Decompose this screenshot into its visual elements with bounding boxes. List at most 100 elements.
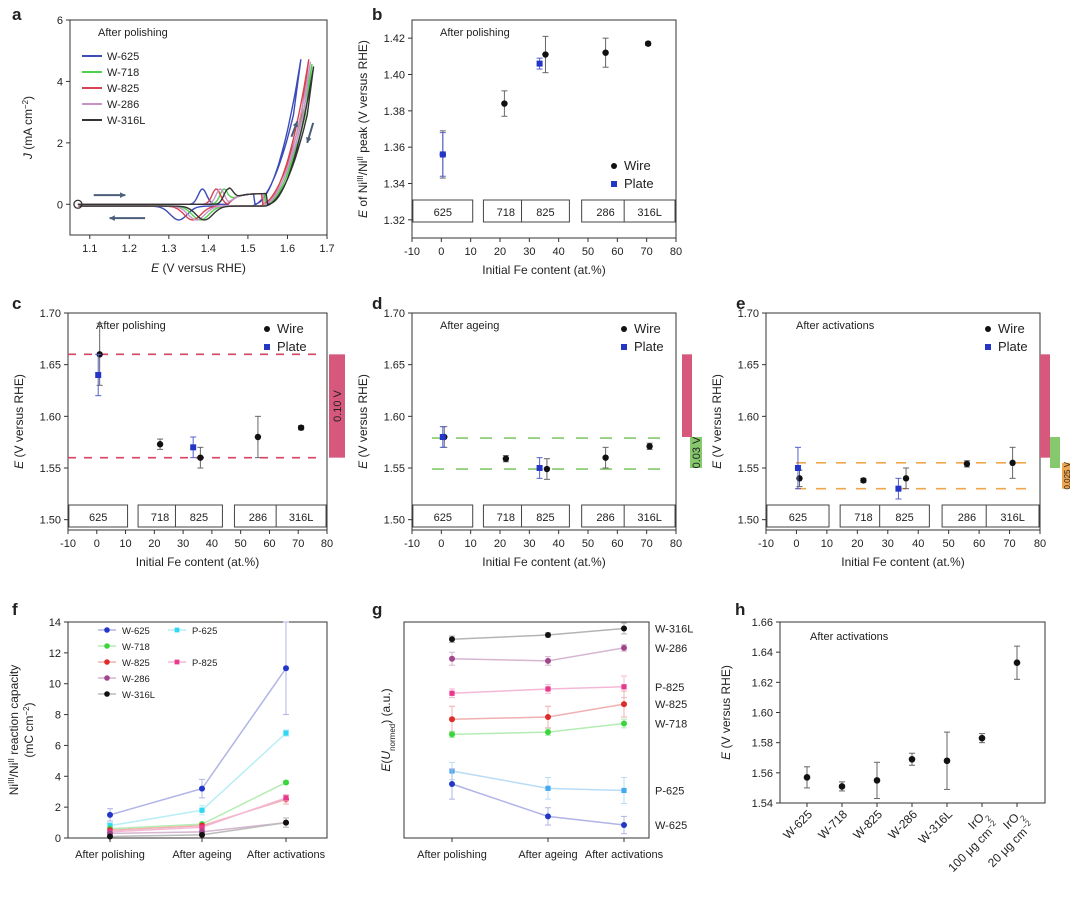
category-label-group: W-625	[780, 807, 815, 842]
category-label: W-316L	[916, 807, 956, 847]
alloy-box-label: 718	[497, 207, 515, 219]
legend-label-plate: Plate	[277, 339, 307, 354]
data-point	[978, 734, 986, 742]
text-span: peak (V versus RHE)	[356, 40, 370, 156]
x-tick-label: 80	[1034, 538, 1046, 550]
plot-frame-h	[779, 621, 1046, 804]
data-point	[545, 813, 551, 820]
x-axis-label-c: Initial Fe content (at.%)	[136, 555, 259, 569]
y-axis-label-e: E (V versus RHE)	[710, 374, 724, 469]
x-tick-label: 1.6	[280, 243, 295, 255]
alloy-box	[623, 504, 676, 528]
legend-marker-wire	[621, 326, 627, 332]
x-tick-label: -10	[404, 246, 420, 258]
legend-label-a: W-625	[107, 51, 139, 63]
x-axis-label-e: Initial Fe content (at.%)	[841, 555, 964, 569]
y-tick-label: 1.55	[738, 463, 759, 475]
series-line	[451, 686, 625, 695]
legend-marker-wire	[264, 326, 270, 332]
alloy-box-label: 718	[497, 512, 515, 524]
y-tick-label: 1.50	[738, 515, 759, 527]
x-tick-label: 40	[553, 246, 565, 258]
x-tick-label: -10	[758, 538, 774, 550]
y-tick-label: 0	[55, 833, 61, 845]
category-label: W-825	[850, 807, 885, 842]
text-span: (V versus RHE)	[710, 374, 724, 461]
data-point	[621, 822, 627, 829]
alloy-box	[766, 504, 830, 528]
difference-band	[1040, 354, 1050, 458]
cv-curve	[77, 66, 315, 221]
alloy-box-label: 825	[536, 207, 554, 219]
y-tick-label: 1.62	[752, 677, 773, 689]
data-point	[199, 824, 205, 830]
difference-band-label: 0.03 V	[691, 436, 703, 468]
legend-marker-wire	[985, 326, 991, 332]
data-point	[838, 783, 846, 790]
series-end-label: W-316L	[655, 623, 693, 635]
x-tick-label: After activations	[247, 849, 326, 861]
x-tick-label: 1.2	[122, 243, 137, 255]
legend-label-wire: Wire	[624, 158, 651, 173]
text-span: 2	[1018, 813, 1028, 823]
alloy-box	[68, 504, 129, 528]
data-point-plate	[95, 372, 102, 378]
text-span: E	[719, 751, 733, 760]
x-tick-label: 60	[611, 538, 623, 550]
y-tick-label: 1.65	[40, 360, 61, 372]
series-end-label: W-625	[655, 820, 687, 832]
data-point-plate	[439, 434, 446, 440]
y-axis-label-f-line2: (mC cm−2)	[22, 702, 37, 757]
text-span: II	[7, 758, 16, 762]
alloy-box-label: 316L	[1000, 512, 1024, 524]
legend-marker-plate	[985, 344, 991, 350]
alloy-box	[412, 504, 474, 528]
legend-label-wire: Wire	[998, 321, 1025, 336]
text-span: (V versus RHE)	[12, 374, 26, 461]
x-tick-label: 70	[641, 538, 653, 550]
text-span: E	[151, 261, 160, 275]
x-tick-label: 10	[821, 538, 833, 550]
y-tick-label: 1.65	[384, 360, 405, 372]
x-tick-label: 80	[321, 538, 333, 550]
alloy-box	[623, 199, 676, 223]
series-line	[451, 770, 625, 792]
legend-marker-wire	[611, 163, 617, 169]
data-point	[545, 729, 551, 736]
start-marker-icon	[73, 199, 83, 209]
category-label: W-625	[780, 807, 815, 842]
panel-letter-b: b	[372, 5, 382, 24]
data-point	[621, 684, 627, 690]
x-tick-label: 40	[912, 538, 924, 550]
y-tick-label: 1.34	[384, 179, 405, 191]
panel-letter-f: f	[12, 600, 18, 619]
x-tick-label: After activations	[585, 849, 664, 861]
data-point	[621, 701, 627, 708]
series-end-label: P-825	[655, 682, 684, 694]
text-span: III	[7, 777, 16, 784]
data-point-plate	[536, 60, 543, 67]
x-tick-label: 30	[523, 538, 535, 550]
legend-marker-plate	[621, 344, 627, 350]
panel-letter-e: e	[736, 294, 745, 313]
y-tick-label: 6	[55, 740, 61, 752]
data-point-wire	[902, 475, 910, 482]
y-tick-label: 1.54	[752, 798, 773, 810]
data-point	[621, 787, 627, 794]
x-tick-label: 20	[851, 538, 863, 550]
y-tick-label: 1.70	[738, 308, 759, 320]
y-tick-label: 1.70	[40, 308, 61, 320]
x-tick-label: 1.7	[319, 243, 334, 255]
text-span: III	[356, 175, 365, 182]
text-span: reaction capacity	[7, 665, 21, 758]
x-tick-label: 80	[670, 246, 682, 258]
x-tick-label: After polishing	[417, 849, 487, 861]
data-point-wire	[502, 455, 510, 462]
data-point-plate	[895, 485, 902, 492]
data-point-wire	[501, 100, 508, 107]
alloy-box-label: 718	[854, 512, 872, 524]
panel-letter-c: c	[12, 294, 21, 313]
y-tick-label: 2	[55, 802, 61, 814]
y-axis-label-g: E(Unormed) (a.u.)	[379, 688, 397, 771]
data-point	[283, 779, 289, 786]
